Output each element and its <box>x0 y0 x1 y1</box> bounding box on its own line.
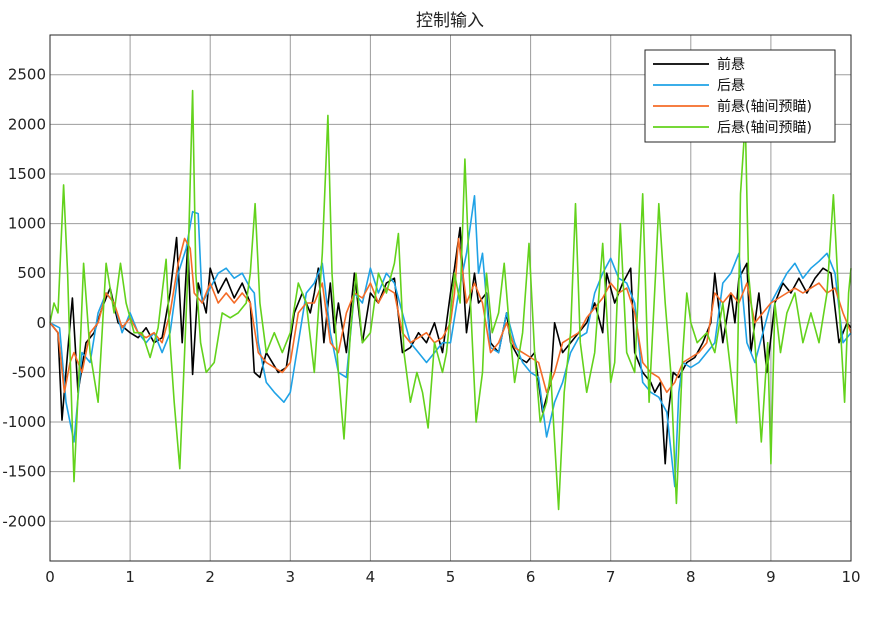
y-tick-label-7: 1500 <box>8 165 46 183</box>
y-tick-label-1: -1500 <box>2 463 46 481</box>
x-tick-label-4: 4 <box>366 568 376 586</box>
chart-title: 控制输入 <box>416 11 484 31</box>
y-tick-label-3: -500 <box>12 363 46 381</box>
y-tick-label-4: 0 <box>36 314 46 332</box>
x-tick-label-8: 8 <box>686 568 696 586</box>
y-tick-label-9: 2500 <box>8 66 46 84</box>
plot-area-frame <box>49 34 852 562</box>
x-tick-label-2: 2 <box>205 568 215 586</box>
x-tick-label-9: 9 <box>766 568 776 586</box>
legend-label-2: 前悬(轴间预瞄) <box>717 98 812 115</box>
x-tick-label-5: 5 <box>446 568 456 586</box>
legend-label-0: 前悬 <box>717 56 745 73</box>
y-axis-ticks: -2000 -1500 -1000 -500 0 500 1000 1500 2000 2500 <box>2 66 46 531</box>
x-tick-label-1: 1 <box>125 568 135 586</box>
x-tick-label-0: 0 <box>45 568 55 586</box>
y-tick-label-6: 1000 <box>8 215 46 233</box>
series-line-3 <box>49 89 852 511</box>
y-tick-label-8: 2000 <box>8 115 46 133</box>
x-tick-label-7: 7 <box>606 568 616 586</box>
x-tick-label-10: 10 <box>841 568 860 586</box>
y-tick-label-2: -1000 <box>2 413 46 431</box>
legend-label-1: 后悬 <box>717 78 745 94</box>
y-tick-label-0: -2000 <box>2 512 46 530</box>
x-tick-label-6: 6 <box>526 568 536 586</box>
x-tick-label-3: 3 <box>286 568 296 586</box>
series-line-2 <box>49 237 852 394</box>
legend-label-3: 后悬(轴间预瞄) <box>717 120 812 136</box>
series-lines <box>49 89 852 511</box>
y-tick-label-5: 500 <box>17 264 46 282</box>
x-axis-ticks: 0 1 2 3 4 5 6 7 8 9 10 <box>45 568 860 586</box>
